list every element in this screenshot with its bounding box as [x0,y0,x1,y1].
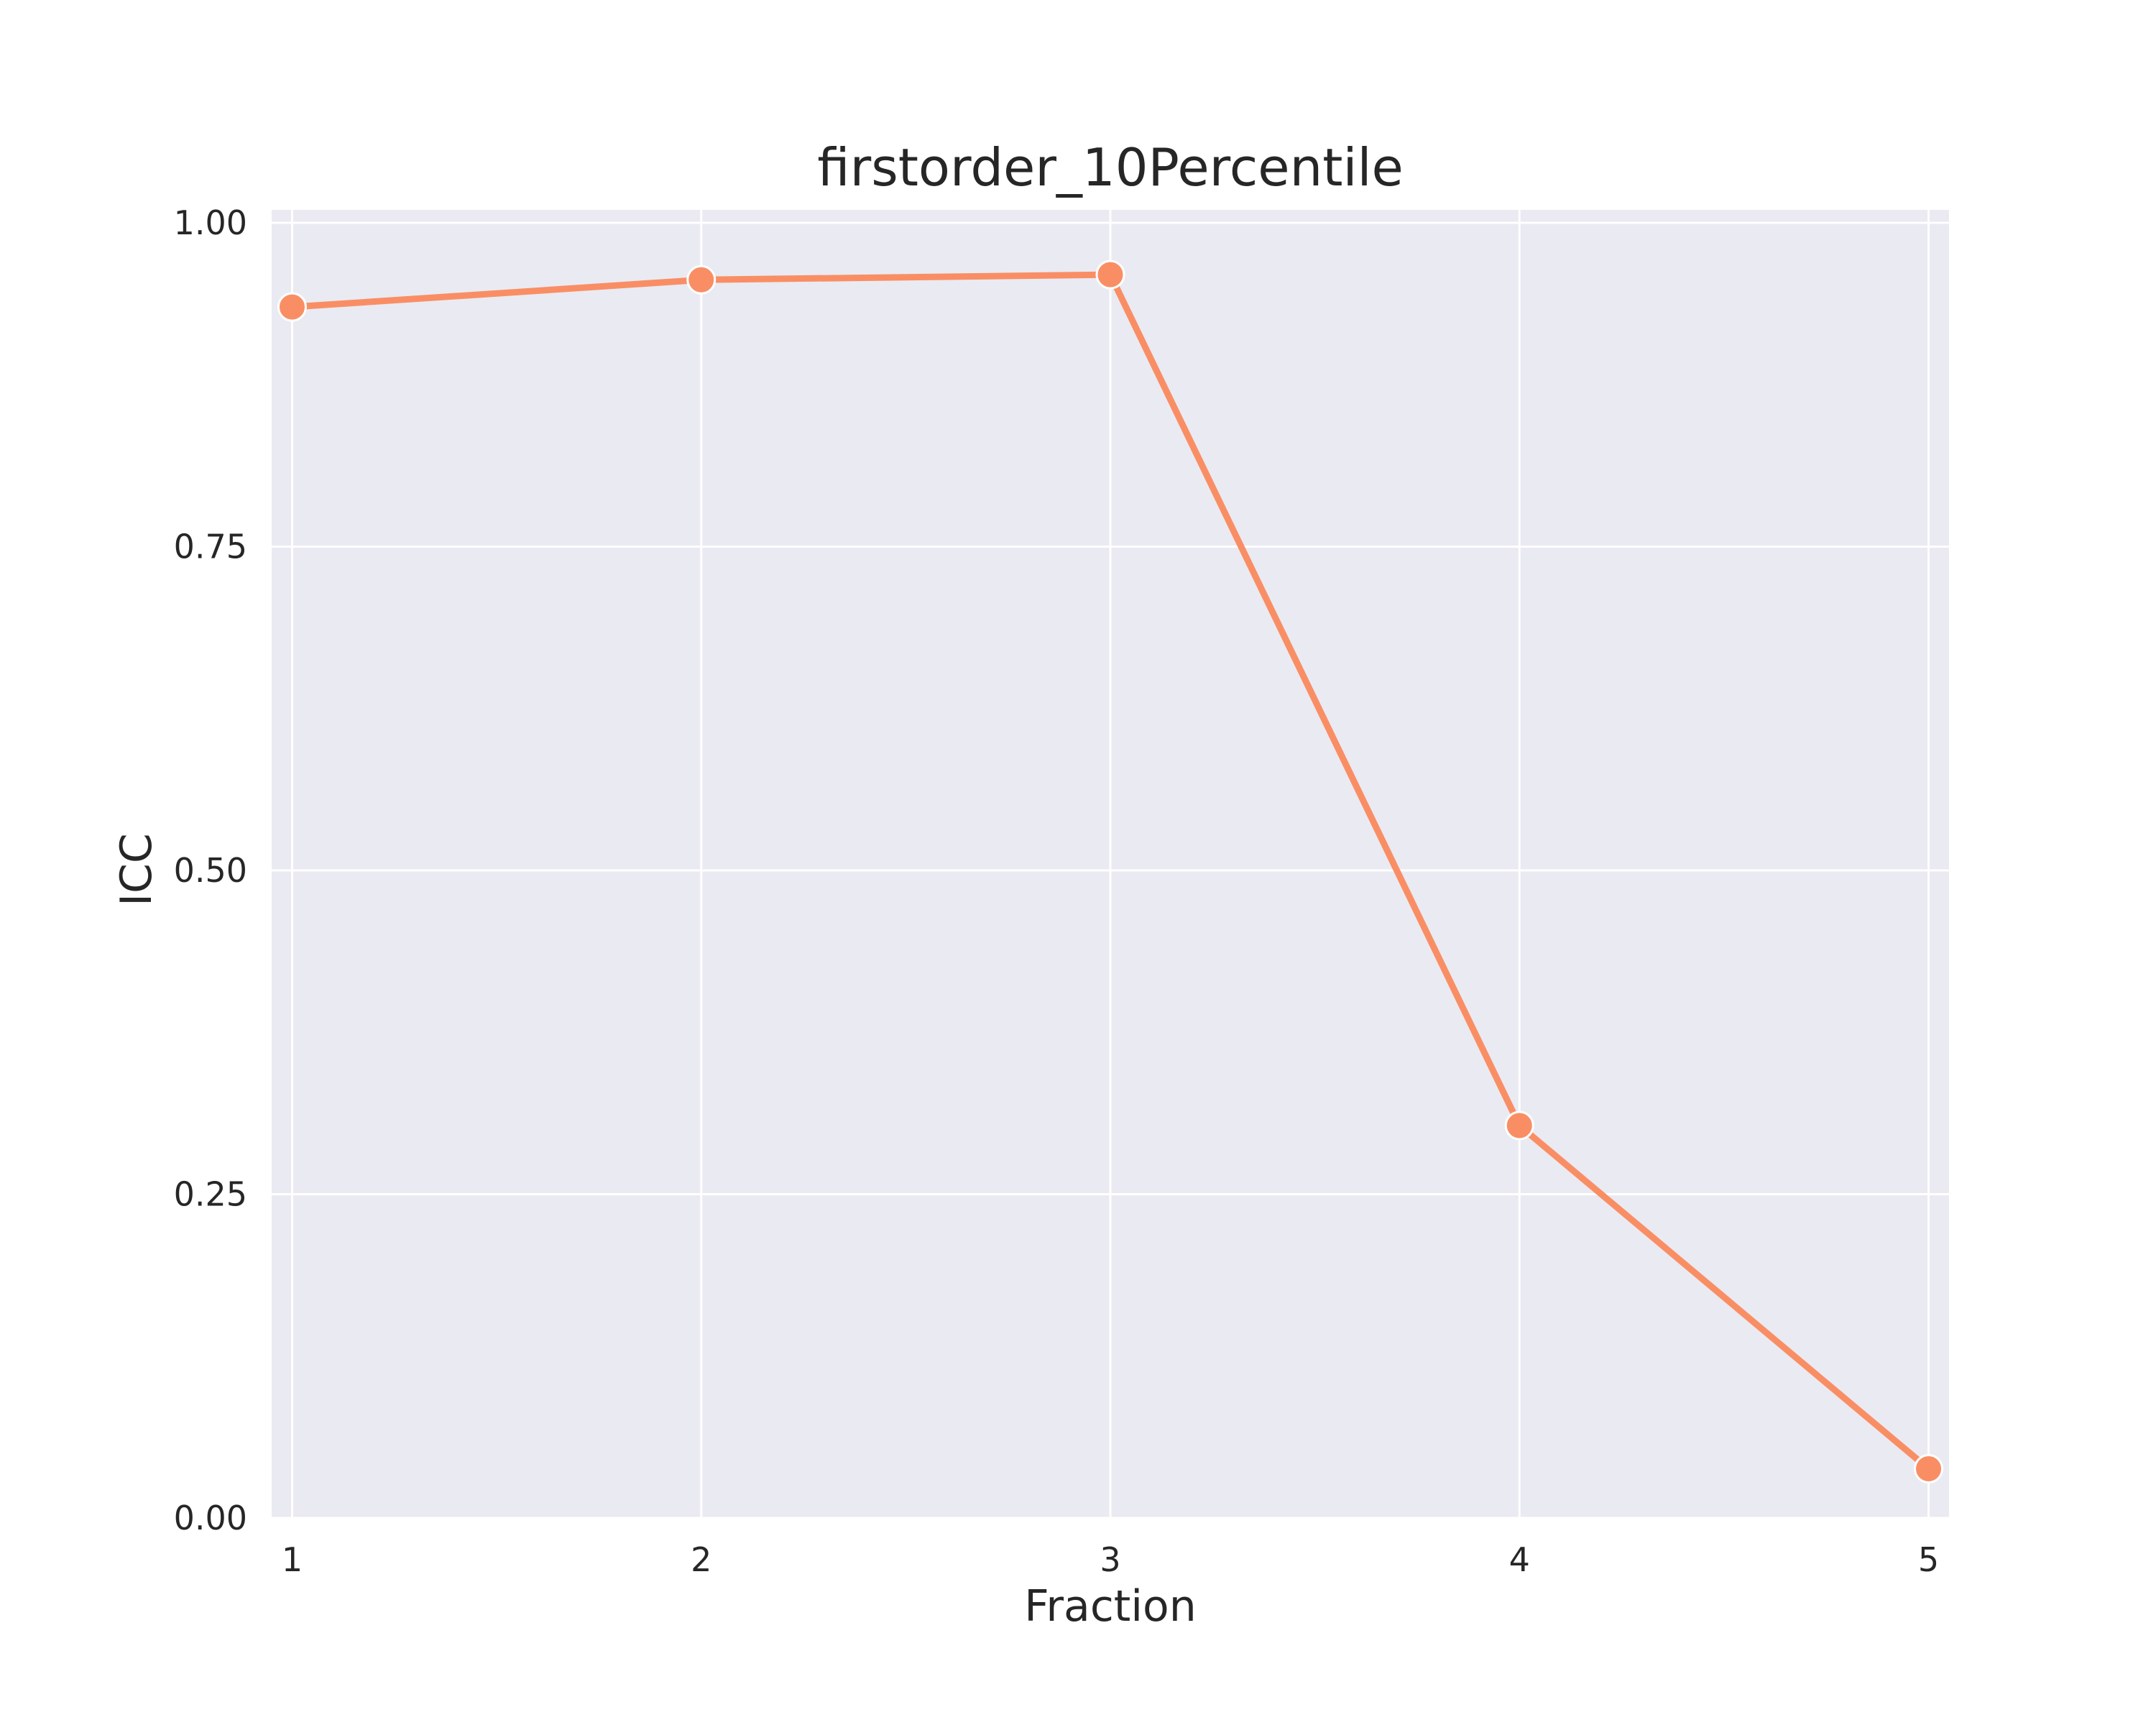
series-layer [277,259,1944,1484]
y-tick-label: 0.50 [174,851,247,890]
x-tick-label: 1 [282,1540,303,1579]
y-axis-label: ICC [111,833,162,906]
data-point [1095,259,1125,290]
x-tick-label: 2 [691,1540,711,1579]
y-tick-label: 1.00 [174,203,247,242]
chart-title: firstorder_10Percentile [817,137,1404,198]
data-point [1914,1454,1944,1484]
x-tick-label: 4 [1509,1540,1530,1579]
x-tick-label: 3 [1100,1540,1120,1579]
y-tick-label: 0.00 [174,1499,247,1537]
data-point [686,264,717,295]
x-tick-label: 5 [1918,1540,1939,1579]
data-point [277,292,307,322]
data-point [1504,1110,1534,1141]
tick-labels: 0.00 0.25 0.50 0.75 1.00 1 2 3 4 5 [174,203,1940,1579]
grid-lines [272,210,1949,1519]
y-tick-label: 0.75 [174,528,247,566]
x-axis-label: Fraction [1024,1581,1197,1632]
y-tick-label: 0.25 [174,1175,247,1214]
